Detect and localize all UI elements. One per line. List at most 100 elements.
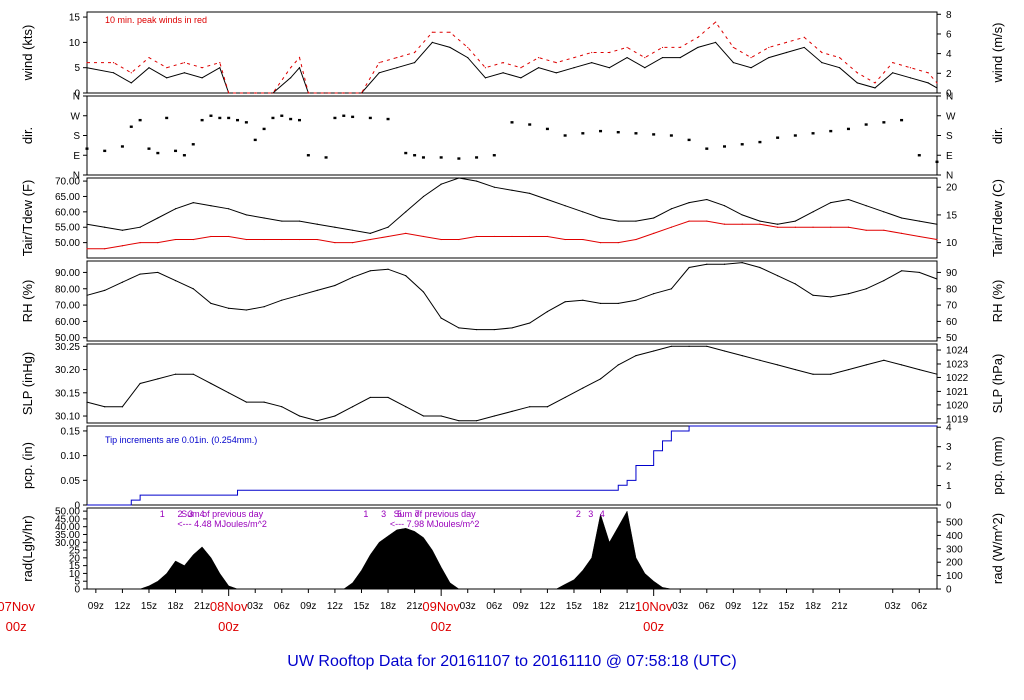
temp-series-tdew-point bbox=[281, 238, 283, 241]
rh-frame bbox=[86, 260, 938, 342]
dir-series-direction-point bbox=[616, 131, 620, 134]
hour-tick-label: 18z bbox=[805, 601, 821, 612]
temp-left-tick-label: 50.00 bbox=[55, 238, 80, 249]
wind-annotation: 10 min. peak winds in red bbox=[105, 15, 207, 25]
slp-series-slp-point bbox=[564, 396, 566, 399]
dir-series-direction-point bbox=[758, 140, 762, 144]
slp-series-slp-point bbox=[723, 350, 726, 352]
hour-tick-label: 15z bbox=[141, 601, 157, 612]
wind-right-tick-label: 4 bbox=[946, 49, 952, 60]
wind-series-10-min-peak-winds-point bbox=[325, 92, 327, 94]
pcp-right-axis-label: pcp. (mm) bbox=[990, 436, 1005, 495]
wind-series-10-min-peak-winds-point bbox=[148, 56, 150, 59]
dir-series-direction-point bbox=[404, 151, 408, 155]
temp-series-tair-point bbox=[228, 208, 230, 210]
wind-series-10-min-peak-winds-point bbox=[431, 31, 433, 33]
day-tick-hour: 00z bbox=[643, 619, 664, 634]
rad-left-axis-label: rad(Lgly/hr) bbox=[20, 515, 35, 581]
hour-tick-label: 09z bbox=[88, 601, 104, 612]
rad-left-tick-label: 50.00 bbox=[55, 507, 80, 518]
wind-series-10-min-peak-winds-point bbox=[626, 46, 628, 49]
temp-left-axis-label: Tair/Tdew (F) bbox=[20, 180, 35, 257]
wind-series-wind-speed-point bbox=[573, 67, 575, 69]
temp-series-tdew-point bbox=[104, 248, 106, 250]
slp-series-slp-point bbox=[352, 406, 354, 408]
slp-right-tick-label: 1020 bbox=[946, 400, 969, 411]
wind-series-10-min-peak-winds-point bbox=[785, 41, 788, 43]
wind-left-axis-label: wind (kts) bbox=[20, 25, 35, 82]
dir-series-direction-point bbox=[864, 123, 868, 126]
wind-series-10-min-peak-winds-point bbox=[360, 92, 363, 94]
rh-series-rh-point bbox=[653, 293, 655, 295]
hour-tick-label: 12z bbox=[539, 601, 555, 612]
temp-left-tick-label: 60.00 bbox=[55, 207, 80, 218]
temp-series-tair-point bbox=[582, 211, 584, 213]
rh-series-rh-point bbox=[777, 275, 779, 277]
wind-series-wind-speed-point bbox=[298, 67, 301, 69]
slp-series-slp-point bbox=[174, 373, 177, 375]
dir-right-tick-label: N bbox=[946, 92, 953, 103]
temp-series-tair-point bbox=[635, 220, 637, 222]
dir-series-direction-point bbox=[209, 114, 213, 117]
wind-series-wind-speed-point bbox=[290, 77, 292, 79]
rh-series-rh-point bbox=[405, 275, 407, 277]
dir-series-direction-point bbox=[182, 154, 186, 157]
slp-right-tick-label: 1024 bbox=[946, 346, 969, 357]
wind-right-tick-label: 8 bbox=[946, 10, 952, 21]
rad-left-tick-label: 0 bbox=[74, 585, 80, 596]
rh-series-rh-point bbox=[723, 263, 726, 265]
dir-series-direction-point bbox=[900, 118, 904, 122]
hour-tick-label: 06z bbox=[699, 601, 715, 612]
dir-series-direction-point bbox=[475, 156, 479, 159]
rh-series-rh-point bbox=[529, 322, 531, 324]
wind-series-wind-speed-point bbox=[750, 67, 752, 69]
temp-series-tdew-point bbox=[458, 238, 460, 241]
rh-series-rh-point bbox=[104, 289, 106, 291]
dir-right-axis-label: dir. bbox=[990, 127, 1005, 144]
rad-marker: 1 bbox=[160, 509, 165, 519]
rh-series-rh-point bbox=[352, 276, 354, 278]
temp-series-tdew-point bbox=[847, 226, 850, 228]
rad-marker: 3 bbox=[188, 509, 193, 519]
slp-series-slp-point bbox=[529, 406, 531, 408]
wind-series-10-min-peak-winds-point bbox=[892, 62, 894, 64]
rh-right-tick-label: 80 bbox=[946, 284, 958, 295]
wind-series-wind-speed-point bbox=[803, 46, 805, 49]
wind-series-wind-speed-point bbox=[484, 77, 487, 79]
rh-series-rh-point bbox=[635, 299, 637, 301]
rh-series-rh-point bbox=[812, 294, 814, 296]
rh-series-rh-point bbox=[741, 262, 743, 264]
rh-series-rh-point bbox=[458, 327, 460, 329]
dir-series-direction-point bbox=[793, 134, 797, 137]
wind-series-wind-speed-point bbox=[909, 77, 912, 79]
dir-frame bbox=[86, 95, 938, 176]
day-tick-label: 08Nov bbox=[210, 599, 248, 614]
wind-right-tick-label: 0 bbox=[946, 89, 952, 100]
rad-right-tick-label: 100 bbox=[946, 571, 963, 582]
dir-series-direction-point bbox=[342, 114, 346, 117]
day-tick-label: 09Nov bbox=[422, 599, 460, 614]
temp-series-tdew-point bbox=[777, 226, 779, 228]
temp-series-tdew-point bbox=[121, 245, 124, 247]
day-tick-label: 07Nov bbox=[0, 599, 35, 614]
wind-series-wind-speed-point bbox=[555, 72, 557, 74]
slp-series-slp-point bbox=[599, 378, 602, 380]
temp-series-tdew-point bbox=[599, 242, 602, 244]
wind-series-wind-speed-point bbox=[183, 72, 185, 74]
dir-series-direction-point bbox=[740, 143, 744, 146]
wind-series-wind-speed-point bbox=[644, 67, 646, 69]
rad-annotation-line2: <--- 4.48 MJoules/m^2 bbox=[177, 519, 267, 529]
temp-series-tair-point bbox=[245, 214, 247, 216]
dir-series-direction-point bbox=[439, 156, 443, 159]
dir-right-tick-label: E bbox=[946, 151, 953, 162]
wind-series-10-min-peak-winds bbox=[87, 21, 938, 94]
pcp-annotation: Tip increments are 0.01in. (0.254mm.) bbox=[105, 435, 257, 445]
wind-series-10-min-peak-winds-point bbox=[520, 67, 522, 69]
wind-series-10-min-peak-winds-point bbox=[803, 36, 805, 38]
wind-series-10-min-peak-winds-point bbox=[909, 67, 912, 69]
pcp-frame bbox=[86, 425, 938, 506]
wind-series-10-min-peak-winds-point bbox=[555, 62, 557, 64]
dir-series-direction-point bbox=[351, 115, 355, 119]
slp-frame bbox=[86, 343, 938, 424]
wind-series-10-min-peak-winds-point bbox=[219, 62, 221, 64]
